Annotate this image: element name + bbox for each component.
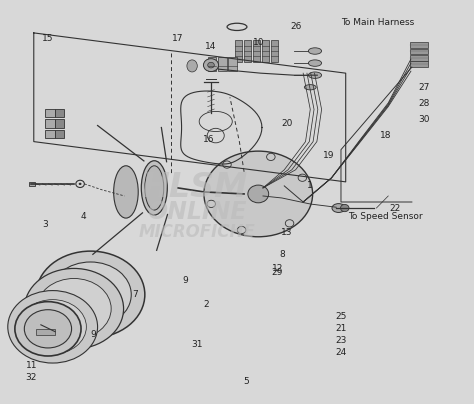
Circle shape [208, 62, 214, 68]
Circle shape [340, 204, 349, 212]
Bar [55, 120, 64, 128]
Text: 28: 28 [418, 99, 429, 108]
Text: To Speed Sensor: To Speed Sensor [348, 212, 423, 221]
Text: 22: 22 [390, 204, 401, 213]
Text: 2: 2 [203, 300, 209, 309]
Text: 13: 13 [281, 228, 292, 237]
Bar [218, 57, 227, 71]
Bar [29, 182, 35, 186]
Text: 32: 32 [26, 372, 37, 382]
Text: 14: 14 [205, 42, 217, 51]
Bar [253, 40, 260, 62]
Text: 23: 23 [335, 337, 346, 345]
Text: 10: 10 [253, 38, 264, 47]
Text: 8: 8 [279, 250, 285, 259]
Ellipse shape [145, 166, 164, 210]
Text: 9: 9 [182, 276, 188, 285]
Bar [410, 61, 428, 67]
Text: 21: 21 [335, 324, 346, 333]
Text: 15: 15 [42, 34, 54, 44]
Bar [262, 40, 269, 62]
Text: 26: 26 [291, 22, 302, 32]
Text: 25: 25 [335, 312, 346, 321]
Text: ONLINE: ONLINE [147, 200, 246, 224]
Ellipse shape [141, 161, 167, 215]
Ellipse shape [204, 151, 313, 237]
Ellipse shape [309, 48, 321, 54]
Text: 19: 19 [323, 151, 335, 160]
Bar [410, 55, 428, 61]
Circle shape [79, 183, 82, 185]
Text: MICROFICHE: MICROFICHE [138, 223, 255, 241]
Bar [244, 40, 251, 62]
Text: 11: 11 [26, 360, 37, 370]
Text: 16: 16 [203, 135, 214, 144]
Bar [55, 130, 64, 138]
Bar [45, 109, 55, 118]
Ellipse shape [309, 72, 321, 78]
Bar [235, 40, 242, 62]
Ellipse shape [332, 204, 345, 213]
Bar [45, 130, 55, 138]
Text: 17: 17 [172, 34, 183, 44]
Bar [228, 57, 237, 71]
Ellipse shape [24, 310, 72, 348]
Text: 20: 20 [281, 119, 292, 128]
Text: 1: 1 [307, 181, 313, 190]
Ellipse shape [309, 60, 321, 66]
Text: 31: 31 [191, 341, 202, 349]
Text: 18: 18 [380, 131, 392, 140]
Circle shape [248, 185, 269, 203]
Text: HLSM: HLSM [141, 171, 247, 204]
Text: 29: 29 [272, 268, 283, 277]
Ellipse shape [15, 302, 81, 356]
Circle shape [203, 59, 219, 72]
Bar [55, 109, 64, 118]
Text: 9: 9 [90, 330, 96, 339]
Text: 24: 24 [335, 349, 346, 358]
Ellipse shape [19, 300, 86, 354]
Bar [410, 42, 428, 48]
Text: 4: 4 [81, 212, 86, 221]
Ellipse shape [114, 166, 138, 218]
Ellipse shape [36, 278, 111, 339]
Bar [271, 40, 278, 62]
Text: 27: 27 [418, 83, 429, 92]
Ellipse shape [50, 262, 131, 327]
Bar [45, 120, 55, 128]
Ellipse shape [36, 251, 145, 338]
Text: 7: 7 [133, 290, 138, 299]
Bar [208, 57, 216, 71]
Bar [410, 48, 428, 54]
Text: 30: 30 [418, 115, 429, 124]
Text: To Main Harness: To Main Harness [341, 18, 414, 27]
Ellipse shape [304, 85, 316, 90]
Text: 5: 5 [244, 377, 249, 386]
Ellipse shape [24, 268, 124, 349]
Ellipse shape [8, 290, 98, 363]
Text: 3: 3 [43, 220, 48, 229]
Bar [36, 329, 55, 335]
Ellipse shape [187, 60, 197, 72]
Text: 12: 12 [272, 264, 283, 273]
